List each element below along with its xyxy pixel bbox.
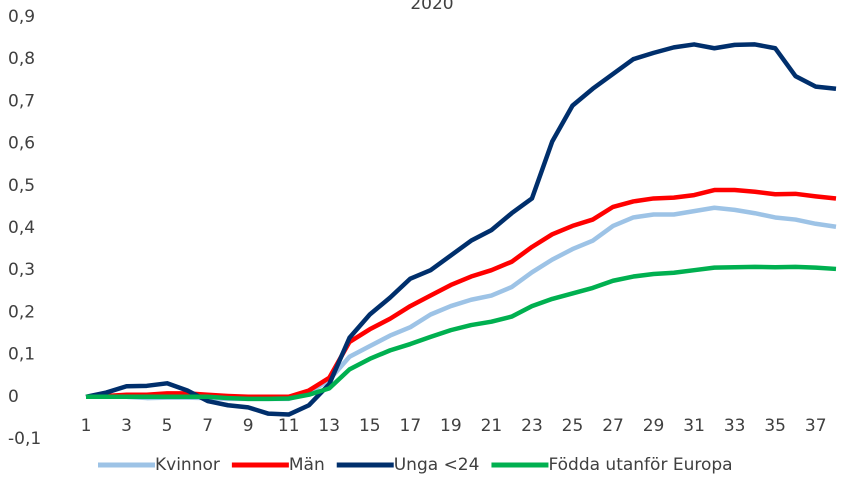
y-tick-label: -0,1: [8, 429, 41, 449]
x-tick-label: 5: [162, 416, 173, 436]
legend-label: Födda utanför Europa: [548, 455, 732, 475]
x-tick-label: 13: [318, 416, 340, 436]
y-tick-label: 0,6: [8, 134, 35, 154]
y-tick-label: 0,5: [8, 176, 35, 196]
x-tick-label: 9: [243, 416, 254, 436]
series-line: [85, 187, 837, 400]
x-tick-label: 31: [683, 416, 705, 436]
x-tick-label: 7: [202, 416, 213, 436]
x-tick-label: 25: [562, 416, 584, 436]
x-tick-label: 35: [764, 416, 786, 436]
x-tick-label: 29: [643, 416, 665, 436]
y-tick-label: 0,8: [8, 49, 35, 69]
series-line: [85, 42, 837, 417]
x-tick-label: 15: [359, 416, 381, 436]
y-tick-label: 0,2: [8, 302, 35, 322]
x-tick-label: 37: [805, 416, 827, 436]
x-tick-label: 19: [440, 416, 462, 436]
series-line: [86, 205, 837, 402]
series-line: [86, 264, 837, 402]
y-tick-label: 0,7: [8, 91, 35, 111]
x-tick-label: 17: [400, 416, 422, 436]
chart-title: 2020: [410, 0, 453, 14]
y-tick-label: 0,3: [8, 260, 35, 280]
x-tick-label: 27: [602, 416, 624, 436]
x-tick-label: 33: [724, 416, 746, 436]
x-tick-label: 21: [481, 416, 503, 436]
x-tick-label: 1: [81, 416, 92, 436]
y-tick-label: 0,4: [8, 218, 35, 238]
y-tick-label: 0: [8, 387, 19, 407]
legend-label: Kvinnor: [155, 455, 220, 475]
legend-label: Unga <24: [394, 455, 480, 475]
x-tick-label: 11: [278, 416, 300, 436]
y-tick-label: 0,1: [8, 345, 35, 365]
y-tick-label: 0,9: [8, 7, 35, 27]
legend-label: Män: [289, 455, 325, 475]
x-tick-label: 3: [121, 416, 132, 436]
x-tick-label: 23: [521, 416, 543, 436]
